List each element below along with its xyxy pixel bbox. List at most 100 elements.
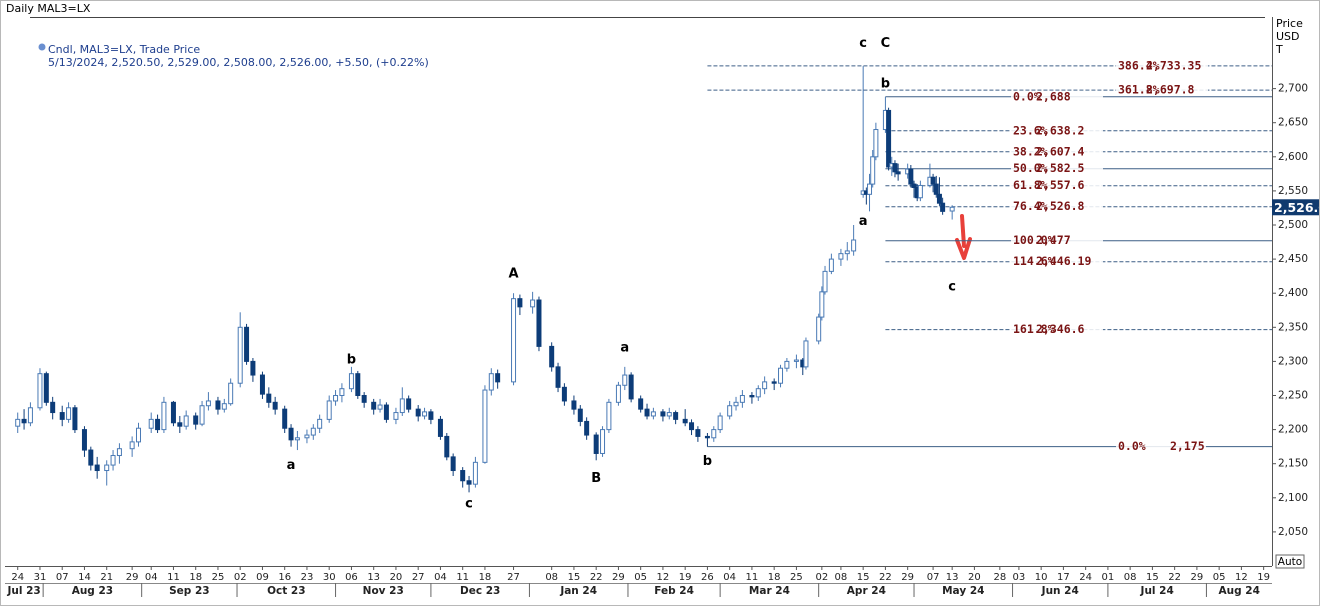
- x-tick-label: 25: [212, 572, 225, 583]
- x-tick-label: 05: [1213, 572, 1226, 583]
- y-tick-label: 2,650: [1278, 117, 1308, 129]
- candle-body: [304, 434, 310, 439]
- candle-body: [517, 298, 523, 308]
- fib-value: 2,446.19: [1036, 254, 1091, 268]
- fib-label-bg: [1011, 200, 1103, 213]
- candle-body: [460, 470, 466, 482]
- x-tick-label: 17: [1057, 572, 1070, 583]
- candle-body: [288, 427, 294, 441]
- x-tick-label: 10: [1035, 572, 1048, 583]
- candle-body: [638, 398, 644, 410]
- month-label: Feb 24: [654, 585, 694, 597]
- candle-body: [682, 418, 688, 424]
- candle-body: [110, 455, 116, 466]
- fib-value: 2,733.35: [1146, 58, 1201, 72]
- candle-body: [215, 400, 221, 410]
- wave-label: c: [948, 280, 956, 295]
- candle-body: [466, 480, 472, 485]
- candle-body: [851, 239, 857, 252]
- y-tick-label: 2,150: [1278, 458, 1308, 470]
- candle-body: [793, 359, 799, 362]
- x-tick-label: 04: [434, 572, 447, 583]
- candle-body: [472, 461, 478, 485]
- x-tick-label: 14: [78, 572, 91, 583]
- x-tick-label: 07: [927, 572, 940, 583]
- month-label: Sep 23: [169, 585, 209, 597]
- candle-body: [355, 373, 361, 397]
- candle-body: [155, 418, 161, 431]
- auto-button-label[interactable]: Auto: [1278, 556, 1302, 568]
- candle-body: [339, 388, 345, 397]
- fib-label-bg: [1011, 162, 1103, 175]
- candle-body: [892, 163, 898, 173]
- candle-body: [221, 403, 227, 410]
- x-tick-label: 21: [100, 572, 113, 583]
- candle-body: [205, 400, 211, 407]
- x-tick-label: 31: [34, 572, 47, 583]
- fib-value: 2,638.2: [1036, 123, 1084, 137]
- auto-button[interactable]: [1275, 554, 1305, 569]
- candle-body: [333, 395, 339, 402]
- candle-body: [428, 411, 434, 420]
- y-tick-label: 2,600: [1278, 151, 1308, 163]
- candle-body: [886, 109, 892, 168]
- x-tick-label: 03: [1013, 572, 1026, 583]
- y-axis-title: T: [1275, 43, 1283, 56]
- candle-body: [778, 367, 784, 384]
- x-tick-label: 20: [390, 572, 403, 583]
- candle-body: [50, 401, 56, 414]
- fib-pct: 61.8%: [1013, 178, 1048, 192]
- x-tick-label: 01: [1102, 572, 1115, 583]
- month-label: Dec 23: [460, 585, 500, 597]
- last-price-box: [1272, 199, 1319, 216]
- fib-pct: 114.6%: [1013, 254, 1055, 268]
- fib-value: 2,526.8: [1036, 199, 1085, 213]
- month-label: Aug 24: [1219, 585, 1260, 597]
- fib-label-bg: [1116, 440, 1206, 453]
- month-label: Jul 24: [1140, 585, 1174, 597]
- fib-label-bg: [1011, 145, 1103, 158]
- candle-body: [695, 429, 701, 437]
- candle-body: [361, 395, 367, 403]
- x-tick-label: 15: [1146, 572, 1159, 583]
- x-tick-label: 29: [1191, 572, 1204, 583]
- candle-body: [66, 407, 72, 420]
- month-label: Jun 24: [1041, 585, 1079, 597]
- candle-body: [422, 411, 428, 417]
- fib-pct: 0.0%: [1118, 439, 1146, 453]
- fib-value: 2,688: [1036, 89, 1071, 103]
- x-tick-label: 29: [126, 572, 139, 583]
- candle-body: [628, 374, 634, 400]
- fib-pct: 38.2%: [1013, 144, 1048, 158]
- candle-body: [228, 382, 234, 405]
- candle-body: [250, 360, 256, 376]
- candle-body: [511, 298, 517, 383]
- month-label: Jan 24: [559, 585, 597, 597]
- candle-body: [749, 395, 755, 398]
- candle-body: [577, 408, 583, 422]
- x-tick-label: 08: [1124, 572, 1137, 583]
- candle-body: [266, 393, 272, 403]
- fib-label-bg: [1116, 84, 1208, 97]
- x-tick-label: 28: [993, 572, 1006, 583]
- fib-pct: 161.8%: [1013, 322, 1055, 336]
- fib-value: 2,477: [1036, 233, 1071, 247]
- candle-body: [294, 437, 300, 441]
- wave-label: a: [859, 214, 868, 229]
- x-tick-label: 23: [301, 572, 314, 583]
- fib-pct: 0.0%: [1013, 89, 1041, 103]
- x-tick-label: 25: [790, 572, 803, 583]
- candle-body: [437, 418, 443, 437]
- candle-body: [561, 386, 567, 402]
- fib-value: 2,346.6: [1036, 322, 1085, 336]
- fib-label-bg: [1011, 179, 1103, 192]
- x-tick-label: 13: [367, 572, 380, 583]
- candle-body: [183, 415, 189, 427]
- x-tick-label: 30: [323, 572, 336, 583]
- candle-body: [377, 404, 383, 410]
- candle-body: [193, 415, 199, 425]
- candle-body: [828, 258, 834, 272]
